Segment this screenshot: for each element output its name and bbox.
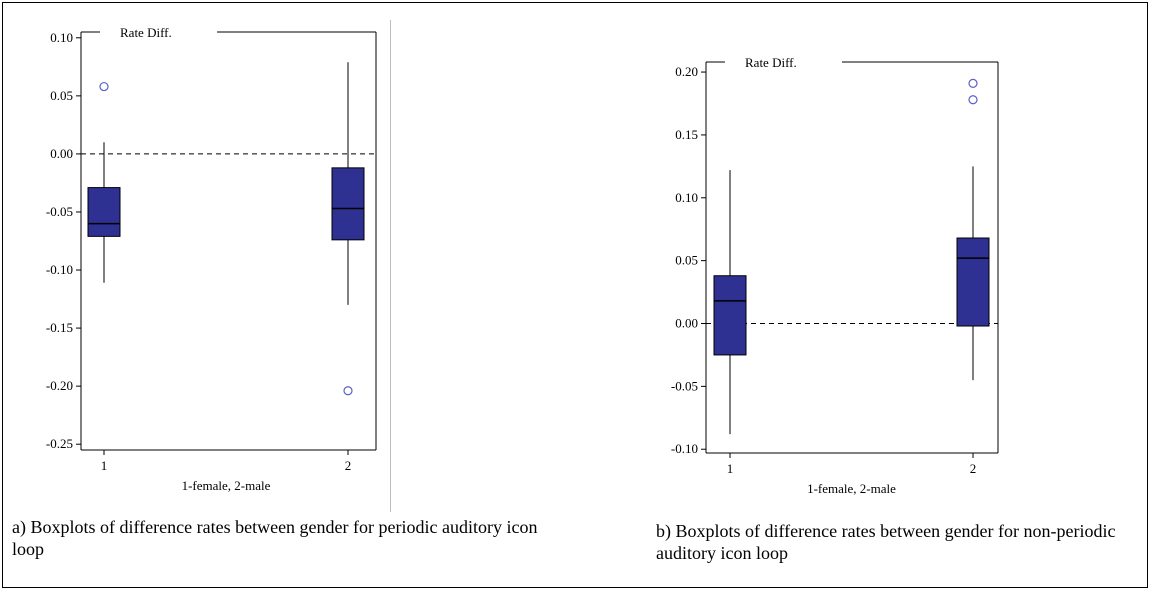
- chart-b-x-tick-label: 2: [970, 461, 977, 476]
- chart-a-y-tick-label: 0.05: [50, 88, 73, 103]
- chart-a-box-2: [331, 167, 365, 241]
- chart-a-box-1: [87, 187, 121, 237]
- chart-a-y-tick-label: -0.05: [46, 204, 73, 219]
- chart-b-x-tick-label: 1: [727, 461, 734, 476]
- chart-a-outlier-2: [343, 386, 353, 396]
- chart-a-y-tick-label: 0.10: [50, 30, 73, 45]
- chart-b-outlier-2: [968, 95, 978, 105]
- chart-a-y-tick-label: -0.25: [46, 436, 73, 451]
- chart-b-y-tick-label: 0.00: [675, 316, 698, 331]
- chart-b-legend-label: Rate Diff.: [745, 55, 797, 70]
- chart-b-outlier-2: [968, 78, 978, 88]
- chart-b-y-tick-label: 0.10: [675, 190, 698, 205]
- chart-a-y-tick-label: -0.20: [46, 378, 73, 393]
- chart-b-y-tick-label: 0.15: [675, 127, 698, 142]
- chart-b-y-tick-label: 0.20: [675, 64, 698, 79]
- chart-a-x-axis-title: 1-female, 2-male: [182, 478, 271, 493]
- caption-a: a) Boxplots of difference rates between …: [12, 517, 538, 559]
- panel-divider: [390, 20, 391, 512]
- chart-a-legend-label: Rate Diff.: [120, 25, 172, 40]
- boxplot-chart-a: Rate Diff. 0.10 0.05 0.00 -0.05 -0.10 -0.15 -0.…: [46, 25, 377, 493]
- chart-b-box-1: [713, 275, 747, 356]
- chart-a-y-tick-label: -0.15: [46, 320, 73, 335]
- chart-b-y-tick-label: -0.10: [671, 441, 698, 456]
- chart-a-x-tick-label: 1: [101, 458, 108, 473]
- chart-b-y-tick-label: -0.05: [671, 378, 698, 393]
- chart-a-y-tick-label: -0.10: [46, 262, 73, 277]
- boxplot-chart-b: Rate Diff. 0.20 0.15 0.10 0.05 0.00 -0.05 -0.10…: [671, 55, 999, 496]
- caption-b: b) Boxplots of difference rates between …: [656, 521, 1116, 563]
- chart-a-x-tick-label: 2: [345, 458, 352, 473]
- chart-a-y-tick-label: 0.00: [50, 146, 73, 161]
- chart-b-x-axis-title: 1-female, 2-male: [807, 481, 896, 496]
- chart-a-outlier-1: [99, 81, 109, 92]
- chart-b-box-2: [956, 237, 990, 327]
- chart-b-y-tick-label: 0.05: [675, 253, 698, 268]
